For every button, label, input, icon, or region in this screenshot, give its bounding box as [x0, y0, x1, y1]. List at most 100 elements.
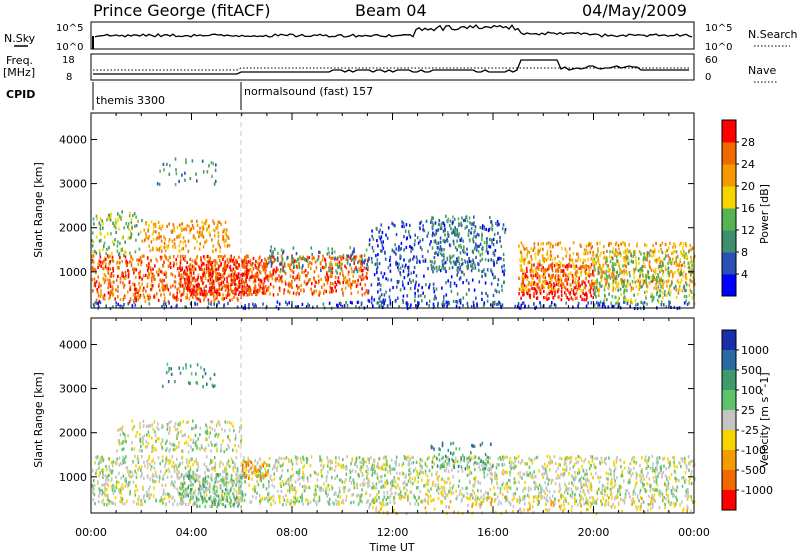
power-pixel: [692, 276, 695, 280]
power-pixel: [161, 288, 164, 292]
power-pixel: [497, 257, 499, 261]
velocity-pixel: [340, 478, 342, 482]
velocity-pixel: [254, 459, 256, 463]
velocity-pixel: [666, 485, 668, 489]
velocity-pixel: [663, 464, 665, 468]
power-pixel: [227, 282, 230, 286]
power-pixel: [395, 252, 397, 256]
power-pixel: [212, 279, 215, 284]
velocity-pixel: [167, 467, 170, 471]
power-pixel: [518, 244, 520, 248]
power-pixel: [284, 300, 287, 304]
velocity-pixel: [657, 460, 659, 464]
power-pixel: [334, 280, 336, 285]
velocity-pixel: [455, 489, 457, 493]
power-pixel: [591, 245, 594, 249]
power-pixel: [339, 255, 341, 259]
power-pixel: [590, 241, 592, 246]
power-pixel: [248, 278, 251, 282]
velocity-pixel: [342, 464, 344, 468]
power-pixel: [179, 281, 182, 285]
power-pixel: [531, 269, 533, 273]
power-pixel: [212, 249, 215, 253]
power-pixel: [255, 265, 257, 270]
power-pixel: [566, 288, 569, 292]
power-pixel: [138, 296, 141, 300]
power-pixel: [571, 297, 574, 302]
power-pixel: [188, 274, 190, 278]
power-pixel: [600, 279, 603, 283]
power-pixel: [338, 260, 341, 264]
power-pixel: [463, 259, 466, 263]
power-pixel: [280, 248, 283, 252]
power-pixel: [681, 253, 683, 257]
power-pixel: [580, 289, 582, 293]
velocity-pixel: [509, 479, 511, 483]
power-pixel: [145, 222, 148, 226]
power-pixel: [389, 263, 392, 267]
power-pixel: [534, 274, 537, 278]
power-pixel: [102, 261, 104, 265]
power-pixel: [319, 250, 321, 254]
velocity-pixel: [577, 460, 579, 464]
power-pixel: [675, 250, 678, 254]
power-pixel: [685, 281, 687, 285]
power-pixel: [469, 239, 471, 243]
velocity-pixel: [589, 496, 591, 500]
power-pixel: [329, 290, 331, 294]
power-pixel: [379, 228, 381, 232]
power-pixel: [285, 282, 287, 286]
velocity-pixel: [129, 492, 131, 496]
power-pixel: [350, 254, 352, 258]
power-pixel: [413, 265, 416, 270]
power-pixel: [245, 290, 247, 294]
power-pixel: [291, 257, 293, 261]
power-pixel: [91, 266, 94, 270]
power-pixel: [174, 280, 177, 284]
power-pixel: [346, 304, 349, 308]
power-pixel: [289, 274, 292, 278]
power-pixel: [318, 250, 320, 254]
power-pixel: [671, 281, 673, 285]
velocity-pixel: [333, 492, 335, 496]
velocity-pixel: [288, 490, 291, 494]
power-pixel: [566, 265, 568, 269]
power-pixel: [102, 297, 105, 301]
power-pixel: [650, 268, 653, 272]
power-pixel: [595, 285, 598, 289]
velocity-pixel: [254, 487, 256, 492]
power-pixel: [164, 287, 167, 291]
power-pixel: [640, 285, 642, 289]
power-pixel: [131, 304, 134, 308]
power-pixel: [419, 245, 422, 249]
power-pixel: [291, 260, 294, 264]
power-pixel: [555, 279, 558, 283]
velocity-pixel: [291, 467, 293, 471]
power-pixel: [205, 267, 208, 271]
velocity-pixel: [645, 459, 647, 463]
power-pixel: [183, 290, 185, 294]
power-pixel: [554, 287, 556, 291]
power-colorbar-tick-label: 16: [741, 202, 755, 215]
power-pixel: [329, 285, 331, 289]
power-pixel: [579, 258, 582, 262]
power-pixel: [449, 244, 452, 248]
power-pixel: [438, 267, 440, 271]
velocity-pixel: [593, 465, 596, 469]
power-pixel: [155, 292, 158, 296]
power-pixel: [536, 285, 539, 289]
velocity-pixel: [314, 484, 317, 488]
power-pixel: [328, 301, 331, 305]
power-pixel: [171, 273, 174, 277]
power-pixel: [175, 168, 177, 172]
power-pixel: [667, 291, 670, 295]
power-pixel: [691, 246, 694, 250]
power-pixel: [535, 267, 537, 271]
power-pixel: [102, 226, 104, 230]
power-pixel: [292, 270, 295, 274]
cpid-segment-2: normalsound (fast) 157: [244, 85, 373, 98]
power-pixel: [642, 301, 644, 305]
power-pixel: [235, 292, 237, 296]
power-pixel: [597, 267, 600, 271]
power-pixel: [481, 274, 483, 279]
